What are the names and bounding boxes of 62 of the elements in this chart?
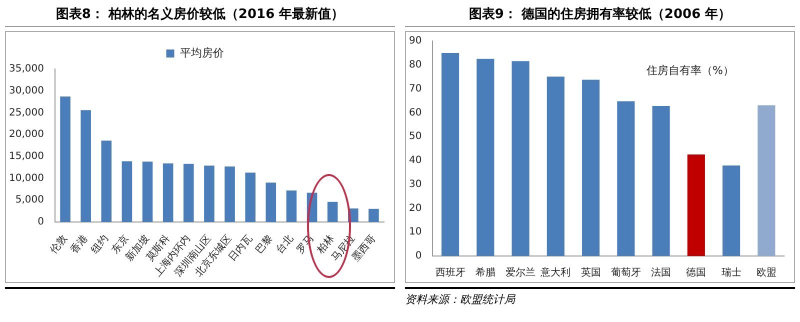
bar: [652, 106, 670, 256]
legend-label: 平均房价: [180, 46, 224, 60]
y-tick-label: 50: [408, 131, 422, 142]
bar: [758, 105, 776, 256]
x-tick-label: 希腊: [475, 266, 496, 279]
x-tick-label: 香港: [68, 232, 90, 256]
bar: [184, 164, 194, 222]
y-tick-label: 35,000: [8, 64, 44, 75]
x-tick-label: 英国: [580, 266, 601, 279]
y-tick-label: 20: [408, 202, 422, 214]
bar: [224, 166, 235, 222]
y-tick-label: 40: [408, 155, 422, 166]
bar: [245, 172, 256, 222]
y-tick-label: 10: [408, 226, 422, 238]
y-tick-label: 10,000: [8, 172, 44, 184]
bar: [122, 161, 132, 222]
y-tick-label: 25,000: [8, 107, 44, 118]
x-tick-label: 西班牙: [435, 266, 466, 279]
bar: [266, 182, 276, 222]
y-tick-label: 30,000: [8, 85, 44, 96]
bar: [286, 190, 297, 222]
bar: [60, 96, 70, 222]
y-tick-label: 90: [408, 36, 422, 47]
bar: [368, 208, 379, 222]
text: 资料来源：欧盟统计局: [405, 287, 795, 308]
x-tick-label: 瑞士: [721, 266, 742, 279]
bar: [80, 110, 91, 222]
x-tick-label: 法国: [651, 266, 672, 279]
bar: [512, 61, 530, 256]
y-tick-label: 70: [408, 83, 422, 94]
bar: [162, 163, 174, 222]
x-tick-label: 欧盟: [756, 266, 776, 279]
x-tick-label: 纽约: [88, 232, 111, 256]
y-tick-label: 20,000: [8, 129, 44, 140]
bar: [142, 162, 153, 222]
bar: [476, 58, 494, 256]
y-tick-label: 30: [408, 178, 422, 190]
chart-title: 图表8： 柏林的名义房价较低（2016 年最新值）: [5, 4, 395, 27]
bar: [582, 80, 600, 256]
bar: [617, 101, 635, 256]
y-tick-label: 5,000: [15, 194, 44, 206]
y-tick-label: 0: [38, 216, 44, 228]
x-tick-label: 伦敦: [48, 232, 70, 256]
bar: [204, 166, 214, 222]
bar: [687, 154, 705, 256]
chart-title: 图表9： 德国的住房拥有率较低（2006 年）: [405, 4, 795, 27]
bar: [546, 76, 564, 256]
x-tick-label: 德国: [686, 268, 706, 279]
annotation: 住房自有率（%）: [646, 63, 734, 78]
x-tick-label: 台北: [274, 232, 296, 256]
y-tick-label: 15,000: [8, 151, 44, 162]
bar: [327, 202, 338, 222]
x-tick-label: 爱尔兰: [506, 266, 536, 279]
bar: [442, 52, 460, 256]
x-tick-label: 巴黎: [253, 232, 276, 256]
bar: [101, 140, 112, 222]
y-tick-label: 0: [415, 250, 422, 262]
y-tick-label: 80: [408, 59, 422, 70]
x-tick-label: 意大利: [540, 266, 571, 279]
x-tick-label: 葡萄牙: [610, 266, 641, 279]
bar: [722, 165, 740, 256]
y-tick-label: 60: [408, 107, 422, 118]
